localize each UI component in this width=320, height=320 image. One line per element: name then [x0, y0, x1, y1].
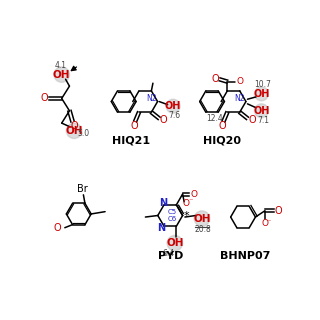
- Text: C5: C5: [167, 209, 176, 215]
- Text: BHNP07: BHNP07: [220, 251, 271, 260]
- Text: 10.7: 10.7: [254, 80, 271, 89]
- Text: O: O: [275, 206, 283, 216]
- Text: 5.0: 5.0: [77, 129, 90, 138]
- Text: OH: OH: [53, 69, 70, 80]
- Text: OH: OH: [193, 213, 211, 224]
- Text: Br: Br: [77, 184, 88, 195]
- Text: O: O: [160, 115, 168, 125]
- Text: O: O: [183, 199, 190, 208]
- Circle shape: [167, 236, 183, 251]
- Text: O: O: [248, 115, 256, 125]
- Circle shape: [254, 87, 268, 101]
- Text: OH: OH: [65, 126, 83, 136]
- Circle shape: [194, 211, 210, 226]
- Text: OH: OH: [165, 101, 181, 111]
- Circle shape: [166, 99, 180, 113]
- Text: HIQ20: HIQ20: [203, 136, 241, 146]
- Text: O: O: [261, 219, 268, 228]
- Circle shape: [66, 123, 82, 139]
- Text: O: O: [211, 74, 219, 84]
- Text: N: N: [159, 197, 167, 208]
- Text: N2: N2: [146, 94, 156, 103]
- Circle shape: [54, 67, 69, 82]
- Text: *: *: [184, 211, 189, 220]
- Text: O: O: [236, 77, 243, 86]
- Text: OH: OH: [253, 106, 270, 116]
- Text: 7.1: 7.1: [257, 116, 269, 124]
- Text: O: O: [191, 189, 198, 198]
- Text: O: O: [131, 121, 138, 131]
- Circle shape: [254, 104, 268, 118]
- Text: C6: C6: [167, 216, 176, 221]
- Text: O: O: [53, 223, 61, 234]
- Text: O: O: [41, 93, 48, 103]
- Text: N2: N2: [235, 94, 245, 103]
- Text: 7.6: 7.6: [169, 111, 181, 120]
- Text: 4.1: 4.1: [54, 61, 66, 70]
- Text: OH: OH: [253, 89, 270, 99]
- Text: ⁻: ⁻: [267, 217, 271, 226]
- Text: 20.8: 20.8: [194, 225, 211, 234]
- Text: HIQ21: HIQ21: [112, 136, 150, 146]
- Text: 6.4: 6.4: [163, 249, 175, 258]
- Text: O: O: [70, 121, 78, 131]
- Text: O: O: [219, 121, 227, 131]
- Text: 12.4: 12.4: [206, 114, 223, 123]
- Text: N: N: [158, 223, 166, 234]
- Text: PYD: PYD: [157, 251, 183, 260]
- Text: ⁻: ⁻: [188, 196, 193, 205]
- Text: OH: OH: [166, 238, 184, 248]
